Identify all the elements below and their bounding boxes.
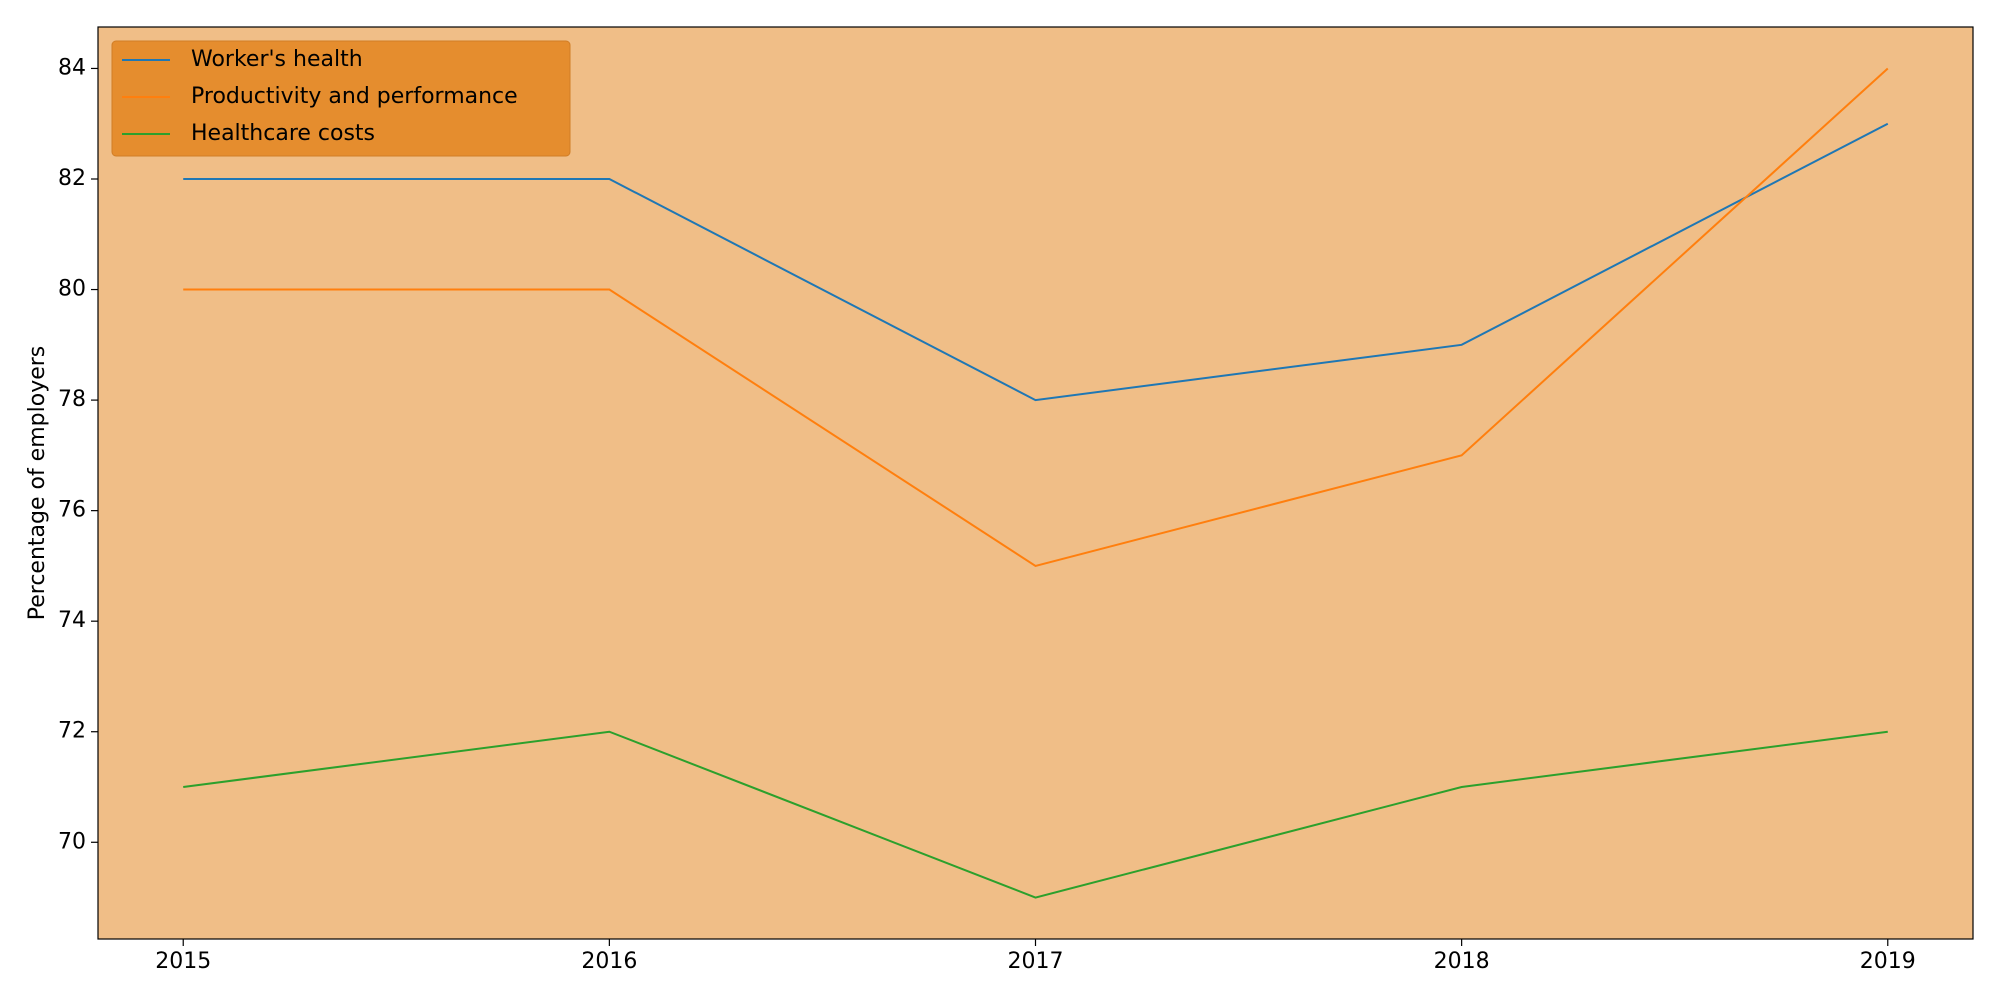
y-tick-label: 74 — [58, 608, 86, 633]
x-tick-label: 2015 — [155, 949, 211, 974]
y-axis-label: Percentage of employers — [25, 346, 50, 621]
x-tick-label: 2019 — [1860, 949, 1916, 974]
series-line — [183, 730, 1888, 899]
y-tick-label: 78 — [58, 387, 86, 412]
legend-label: Productivity and performance — [191, 84, 518, 109]
legend-label: Healthcare costs — [191, 121, 375, 146]
x-tick-label: 2016 — [581, 949, 637, 974]
legend-label: Worker's health — [191, 47, 363, 72]
plot-area — [98, 27, 1973, 939]
plot-frame — [97, 26, 1974, 940]
y-tick-label: 70 — [58, 829, 86, 854]
y-tick-label: 82 — [58, 166, 86, 191]
y-tick-label: 72 — [58, 719, 86, 744]
y-tick-label: 84 — [58, 55, 86, 80]
x-tick-label: 2017 — [1008, 949, 1064, 974]
series-line — [183, 67, 1889, 567]
legend: Worker's health Productivity and performa… — [111, 40, 571, 157]
y-tick-label: 80 — [58, 277, 86, 302]
legend-box — [111, 40, 571, 157]
series-line — [183, 122, 1889, 402]
x-tick-label: 2018 — [1434, 949, 1490, 974]
y-tick-label: 76 — [58, 498, 86, 523]
